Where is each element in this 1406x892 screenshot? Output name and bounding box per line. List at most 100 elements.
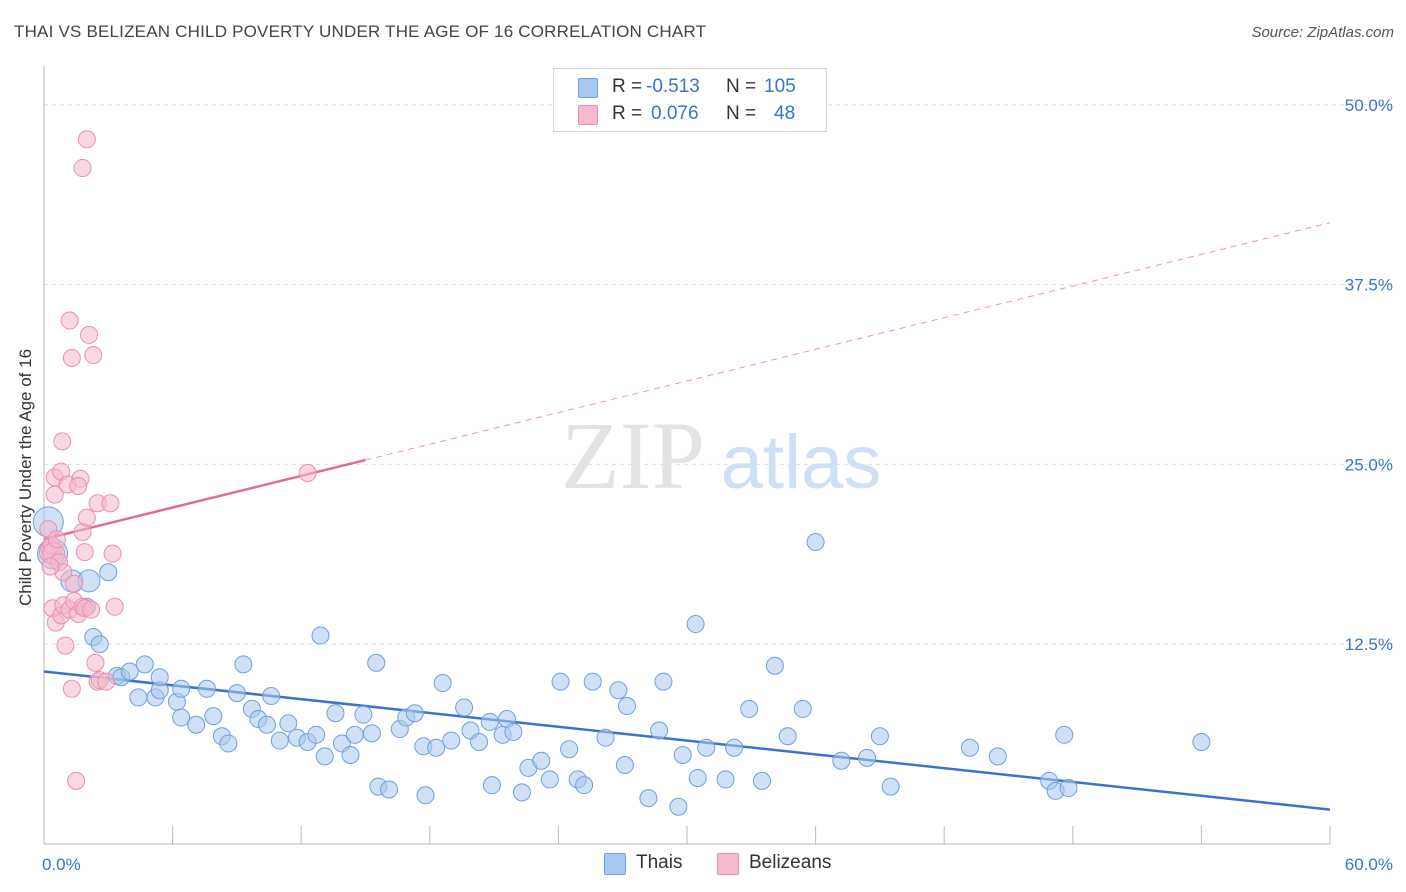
thais-point xyxy=(172,708,191,727)
belizeans-point xyxy=(73,159,92,178)
thais-point xyxy=(753,771,772,790)
thais-point xyxy=(345,725,364,744)
belizeans-point xyxy=(69,476,88,495)
y-tick-label: 25.0% xyxy=(1345,455,1393,474)
thais-point xyxy=(686,615,705,634)
thais-point xyxy=(150,668,169,687)
thais-point xyxy=(881,777,900,796)
thais-point xyxy=(315,747,334,766)
thais-point xyxy=(480,712,499,731)
y-tick-label: 12.5% xyxy=(1345,635,1393,654)
thais-point xyxy=(120,662,139,681)
thais-point xyxy=(187,715,206,734)
source-credit: Source: ZipAtlas.com xyxy=(1251,24,1394,41)
chart-title: THAI VS BELIZEAN CHILD POVERTY UNDER THE… xyxy=(14,22,707,41)
y-tick-label: 37.5% xyxy=(1345,276,1393,295)
belizeans-point xyxy=(56,636,75,655)
belizeans-point xyxy=(101,494,120,513)
thais-point xyxy=(1055,725,1074,744)
thais-point xyxy=(988,747,1007,766)
belizeans-point xyxy=(53,432,72,451)
r-value: 0.076 xyxy=(651,103,699,124)
thais-point xyxy=(716,770,735,789)
thais-point xyxy=(512,783,531,802)
thais-point xyxy=(219,734,238,753)
belizeans-point xyxy=(41,557,60,576)
belizeans-point xyxy=(62,348,81,367)
thais-point xyxy=(504,722,523,741)
thais-point xyxy=(380,780,399,799)
thais-point xyxy=(427,738,446,757)
thais-point xyxy=(354,705,373,724)
thais-point xyxy=(455,698,474,717)
thais-point xyxy=(615,756,634,775)
tick-labels: 12.5% 25.0% 37.5% 50.0% 0.0% 60.0% xyxy=(42,96,1393,874)
zipatlas-watermark: ZIP atlas xyxy=(561,402,881,509)
series-thais-points xyxy=(32,506,1211,816)
belizeans-point xyxy=(80,325,99,344)
thais-point xyxy=(341,745,360,764)
thais-point xyxy=(442,731,461,750)
trendline-thais xyxy=(43,670,1331,811)
n-value: 48 xyxy=(774,103,796,124)
series-belizeans-points xyxy=(38,130,317,790)
belizeans-point xyxy=(105,597,124,616)
n-label: N = xyxy=(726,103,757,124)
thais-point xyxy=(279,714,298,733)
thais-point xyxy=(227,684,246,703)
belizeans-point xyxy=(298,464,317,483)
thais-point xyxy=(551,672,570,691)
thais-point xyxy=(1059,779,1078,798)
thais-point xyxy=(129,688,148,707)
thais-point xyxy=(960,738,979,757)
belizeans-point xyxy=(77,130,96,149)
thais-point xyxy=(650,721,669,740)
r-label: R = xyxy=(612,76,643,97)
thais-point xyxy=(362,724,381,743)
thais-point xyxy=(778,727,797,746)
thais-point xyxy=(326,704,345,723)
thais-point xyxy=(270,731,289,750)
r-value: -0.513 xyxy=(646,76,700,97)
thais-point xyxy=(793,699,812,718)
thais-point xyxy=(172,679,191,698)
thais-point xyxy=(669,797,688,816)
thais-point xyxy=(609,681,628,700)
belizeans-legend-swatch xyxy=(717,853,739,875)
thais-point xyxy=(725,738,744,757)
thais-point xyxy=(806,533,825,552)
belizeans-point xyxy=(77,508,96,527)
thais-point xyxy=(262,686,281,705)
thais-point xyxy=(90,635,109,654)
trendline-belizeans-dashed xyxy=(365,222,1331,461)
belizeans-point xyxy=(86,653,105,672)
gridlines xyxy=(44,104,1392,645)
thais-point xyxy=(688,768,707,787)
thais-point xyxy=(673,745,692,764)
thais-point xyxy=(639,789,658,808)
thais-point xyxy=(596,728,615,747)
thais-point xyxy=(482,776,501,795)
thais-point xyxy=(832,751,851,770)
thais-point xyxy=(1192,733,1211,752)
belizeans-point xyxy=(103,544,122,563)
belizeans-point xyxy=(65,574,84,593)
n-label: N = xyxy=(726,76,757,97)
thais-point xyxy=(307,725,326,744)
stats-legend: R = -0.513 N = 105 R = 0.076 N = 48 xyxy=(553,68,827,132)
thais-point xyxy=(617,697,636,716)
x-tick-label: 0.0% xyxy=(42,855,81,874)
thais-point xyxy=(697,738,716,757)
y-tick-label: 50.0% xyxy=(1345,96,1393,115)
thais-legend-label: Thais xyxy=(636,852,683,873)
thais-point xyxy=(204,707,223,726)
belizeans-point xyxy=(47,530,66,549)
thais-point xyxy=(654,672,673,691)
thais-swatch xyxy=(578,78,598,98)
belizeans-legend-label: Belizeans xyxy=(749,852,832,873)
thais-point xyxy=(405,704,424,723)
thais-point xyxy=(416,786,435,805)
thais-point xyxy=(367,653,386,672)
thais-point xyxy=(311,626,330,645)
